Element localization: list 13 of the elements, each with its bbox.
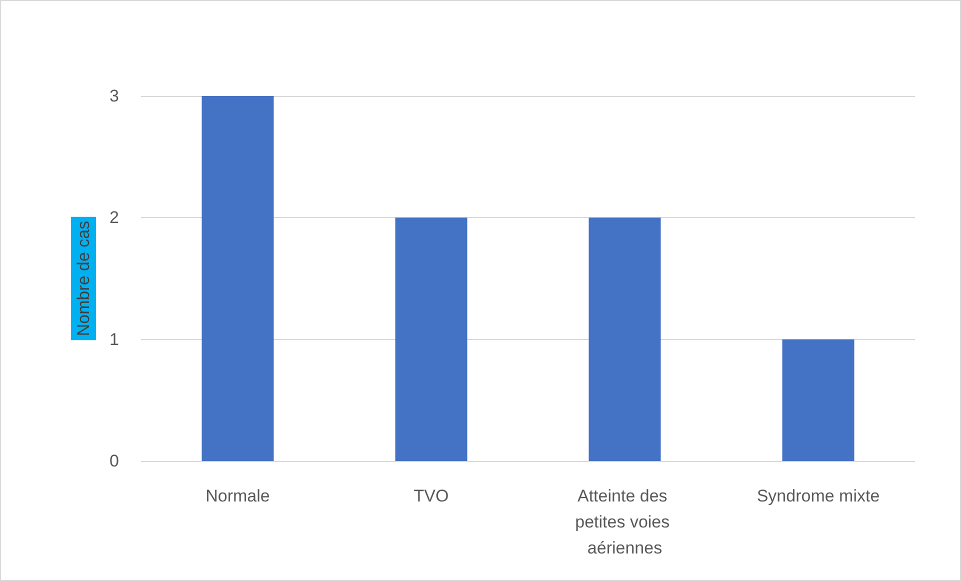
- y-tick-label: 0: [110, 452, 119, 470]
- x-tick-label: TVO: [414, 486, 449, 506]
- x-tick-label: Normale: [206, 486, 270, 506]
- y-axis-title: Nombre de cas: [74, 220, 93, 336]
- bar: [202, 96, 274, 461]
- bar: [588, 218, 661, 461]
- y-tick-label: 3: [110, 86, 119, 106]
- y-tick-label: 1: [110, 330, 119, 349]
- x-tick-label: Syndrome mixte: [756, 486, 880, 506]
- bar: [395, 218, 468, 461]
- x-tick-label: Atteinte des petites voies aériennes: [575, 486, 674, 558]
- y-tick-label: 2: [110, 208, 119, 228]
- bar: [782, 339, 854, 461]
